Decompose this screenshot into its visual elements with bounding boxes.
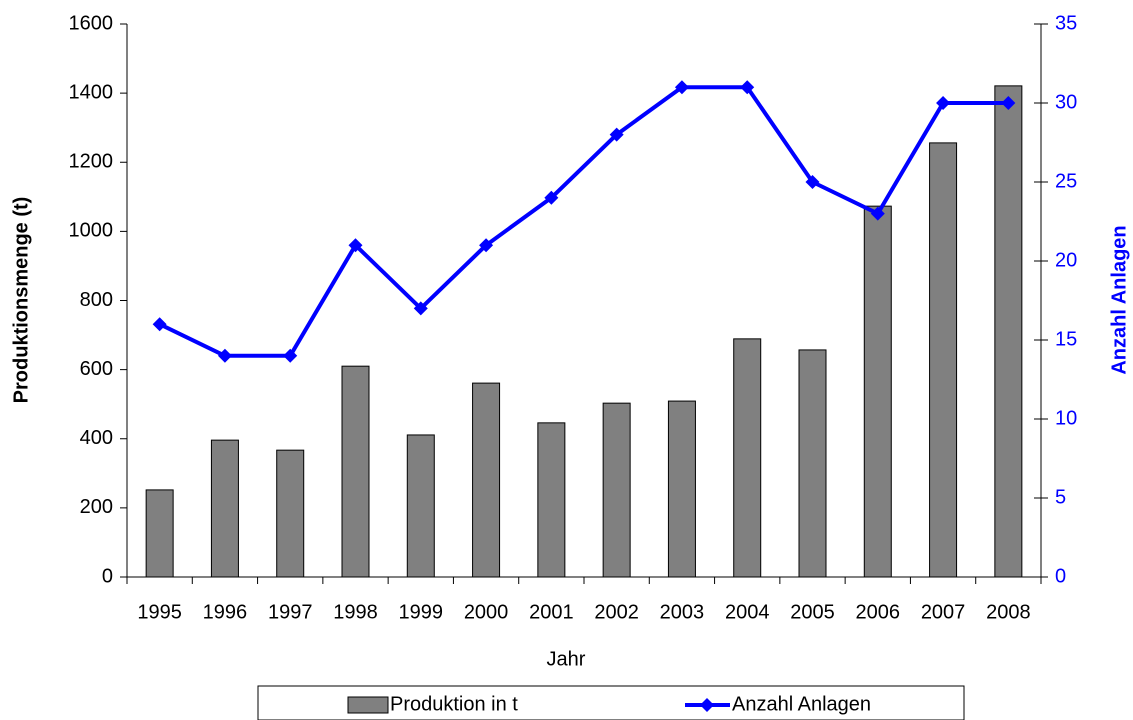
legend-marker [700,698,714,712]
marker [870,206,885,221]
x-tick-label: 2003 [660,601,705,623]
x-tick-label: 2000 [464,601,509,623]
bar [667,400,696,578]
x-tick-label: 2006 [856,601,901,623]
bar [994,85,1023,578]
bar [537,422,566,578]
legend-swatch [347,696,389,714]
legend-label: Produktion in t [390,693,518,715]
x-tick-label: 1999 [399,601,444,623]
line [158,85,1009,358]
bar [472,382,501,578]
marker [413,301,428,316]
x-tick-label: 2004 [725,601,770,623]
x-tick-label: 2008 [986,601,1031,623]
bar [276,449,305,578]
marker [674,80,689,95]
y2-tick-label: 25 [1055,170,1077,192]
marker [479,238,494,253]
y2-tick-label: 30 [1055,91,1077,113]
marker [217,348,232,363]
y-tick-label: 1200 [69,151,114,173]
bar [145,489,174,578]
marker [348,238,363,253]
bar [406,434,435,578]
y2-tick-label: 35 [1055,12,1077,34]
marker [152,317,167,332]
bar [210,439,239,578]
x-tick-label: 2001 [529,601,574,623]
y2-tick-label: 20 [1055,249,1077,271]
y2-tick-label: 0 [1055,565,1066,587]
y-tick-label: 800 [80,289,113,311]
y-tick-label: 600 [80,358,113,380]
x-tick-label: 2002 [594,601,639,623]
bar [341,365,370,578]
bar [798,349,827,578]
y2-tick-label: 5 [1055,486,1066,508]
y-tick-label: 400 [80,427,113,449]
legend-label: Anzahl Anlagen [732,693,871,715]
marker [1001,96,1016,110]
bar [863,205,892,578]
x-tick-label: 1996 [203,601,248,623]
y2-axis-title: Anzahl Anlagen [1108,225,1130,374]
bar [733,338,762,578]
marker [805,175,820,189]
marker [283,348,298,363]
y-tick-label: 1600 [69,12,114,34]
x-tick-label: 2005 [790,601,835,623]
marker [740,80,755,95]
marker [609,127,624,142]
x-tick-label: 1998 [333,601,378,623]
x-axis-title: Jahr [547,648,586,670]
bar [929,142,958,578]
y2-tick-label: 10 [1055,407,1077,429]
x-tick-label: 1997 [268,601,313,623]
x-tick-label: 1995 [137,601,182,623]
y-tick-label: 0 [102,565,113,587]
y2-tick-label: 15 [1055,328,1077,350]
y-tick-label: 200 [80,496,113,518]
marker [936,96,951,110]
y-tick-label: 1400 [69,81,114,103]
x-tick-label: 2007 [921,601,966,623]
marker [544,190,559,205]
bar [602,402,631,578]
y-axis-title: Produktionsmenge (t) [10,197,32,404]
y-tick-label: 1000 [69,220,114,242]
